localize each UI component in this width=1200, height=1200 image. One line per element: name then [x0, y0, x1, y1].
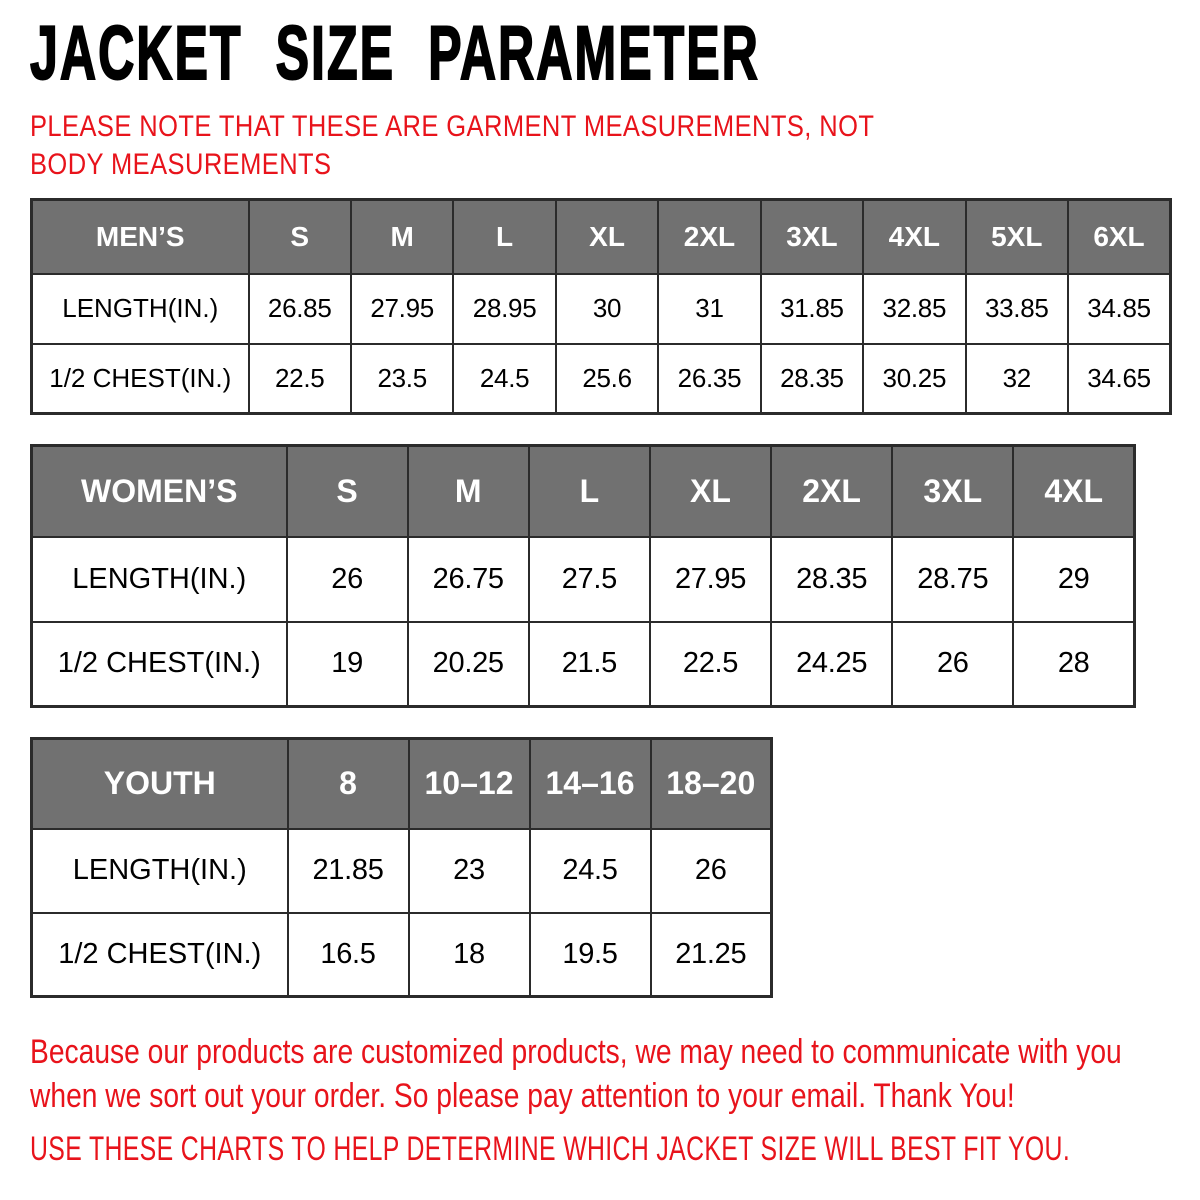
youth-length-row: LENGTH(IN.) 21.85 23 24.5 26	[30, 827, 773, 914]
mens-chest-value: 26.35	[657, 342, 762, 415]
mens-chest-label: 1/2 CHEST(IN.)	[30, 342, 250, 415]
mens-size-header: 6XL	[1067, 198, 1172, 275]
mens-length-value: 30	[554, 272, 660, 345]
mens-size-header: M	[349, 198, 455, 275]
mens-size-header: 2XL	[657, 198, 762, 275]
mens-length-value: 27.95	[349, 272, 455, 345]
youth-size-header: 10–12	[407, 737, 531, 830]
youth-chest-value: 19.5	[528, 911, 652, 998]
youth-chest-value: 21.25	[649, 911, 773, 998]
youth-chest-label: 1/2 CHEST(IN.)	[30, 911, 289, 998]
womens-size-header: L	[527, 444, 651, 538]
mens-length-value: 31	[657, 272, 762, 345]
mens-chest-value: 34.65	[1067, 342, 1172, 415]
youth-chest-row: 1/2 CHEST(IN.) 16.5 18 19.5 21.25	[30, 911, 773, 998]
womens-size-header: 2XL	[770, 444, 894, 538]
womens-length-label: LENGTH(IN.)	[30, 535, 288, 623]
youth-length-value: 23	[407, 827, 531, 914]
youth-length-value: 26	[649, 827, 773, 914]
mens-length-value: 26.85	[247, 272, 352, 345]
mens-size-table: MEN’S S M L XL 2XL 3XL 4XL 5XL 6XL LENGT…	[30, 198, 1172, 415]
mens-length-value: 28.95	[452, 272, 557, 345]
youth-chest-value: 18	[407, 911, 531, 998]
mens-size-header: S	[247, 198, 352, 275]
womens-chest-value: 26	[891, 620, 1015, 708]
youth-length-value: 21.85	[286, 827, 410, 914]
mens-chest-value: 30.25	[862, 342, 967, 415]
chart-usage-advice: USE THESE CHARTS TO HELP DETERMINE WHICH…	[30, 1130, 1071, 1168]
mens-chest-value: 24.5	[452, 342, 557, 415]
womens-chest-row: 1/2 CHEST(IN.) 19 20.25 21.5 22.5 24.25 …	[30, 620, 1136, 708]
youth-size-header: 8	[286, 737, 410, 830]
womens-chest-label: 1/2 CHEST(IN.)	[30, 620, 288, 708]
womens-length-value: 28.35	[770, 535, 894, 623]
womens-chest-value: 24.25	[770, 620, 894, 708]
mens-length-value: 32.85	[862, 272, 967, 345]
womens-chest-value: 21.5	[527, 620, 651, 708]
womens-header-row: WOMEN’S S M L XL 2XL 3XL 4XL	[30, 444, 1136, 538]
mens-length-value: 31.85	[759, 272, 865, 345]
mens-length-label: LENGTH(IN.)	[30, 272, 250, 345]
mens-length-value: 34.85	[1067, 272, 1172, 345]
womens-length-value: 27.95	[648, 535, 773, 623]
womens-length-value: 28.75	[891, 535, 1015, 623]
youth-size-header: 18–20	[649, 737, 773, 830]
mens-chest-value: 23.5	[349, 342, 455, 415]
mens-chest-row: 1/2 CHEST(IN.) 22.5 23.5 24.5 25.6 26.35…	[30, 342, 1172, 415]
mens-chest-value: 22.5	[247, 342, 352, 415]
youth-table-title: YOUTH	[30, 737, 289, 830]
youth-size-header: 14–16	[528, 737, 652, 830]
mens-chest-value: 32	[964, 342, 1070, 415]
mens-size-header: L	[452, 198, 557, 275]
womens-size-header: S	[285, 444, 409, 538]
mens-chest-value: 28.35	[759, 342, 865, 415]
womens-length-value: 27.5	[527, 535, 651, 623]
womens-chest-value: 22.5	[648, 620, 773, 708]
mens-size-header: XL	[554, 198, 660, 275]
womens-size-header: 4XL	[1012, 444, 1136, 538]
womens-length-row: LENGTH(IN.) 26 26.75 27.5 27.95 28.35 28…	[30, 535, 1136, 623]
youth-chest-value: 16.5	[286, 911, 410, 998]
womens-chest-value: 28	[1012, 620, 1136, 708]
womens-length-value: 26	[285, 535, 409, 623]
womens-chest-value: 19	[285, 620, 409, 708]
mens-header-row: MEN’S S M L XL 2XL 3XL 4XL 5XL 6XL	[30, 198, 1172, 275]
mens-size-header: 4XL	[862, 198, 967, 275]
youth-size-table: YOUTH 8 10–12 14–16 18–20 LENGTH(IN.) 21…	[30, 737, 773, 998]
youth-length-label: LENGTH(IN.)	[30, 827, 289, 914]
youth-header-row: YOUTH 8 10–12 14–16 18–20	[30, 737, 773, 830]
garment-measurement-note: PLEASE NOTE THAT THESE ARE GARMENT MEASU…	[30, 110, 874, 182]
womens-size-header: 3XL	[891, 444, 1015, 538]
womens-table-title: WOMEN’S	[30, 444, 288, 538]
mens-length-row: LENGTH(IN.) 26.85 27.95 28.95 30 31 31.8…	[30, 272, 1172, 345]
mens-size-header: 3XL	[759, 198, 865, 275]
mens-table-title: MEN’S	[30, 198, 250, 275]
womens-size-header: M	[406, 444, 530, 538]
womens-length-value: 26.75	[406, 535, 530, 623]
womens-size-header: XL	[648, 444, 773, 538]
womens-chest-value: 20.25	[406, 620, 530, 708]
customization-notice: Because our products are customized prod…	[30, 1033, 1122, 1116]
page-title: JACKET SIZE PARAMETER	[29, 11, 760, 96]
mens-size-header: 5XL	[964, 198, 1070, 275]
womens-size-table: WOMEN’S S M L XL 2XL 3XL 4XL LENGTH(IN.)…	[30, 444, 1136, 708]
youth-length-value: 24.5	[528, 827, 652, 914]
mens-length-value: 33.85	[964, 272, 1070, 345]
womens-length-value: 29	[1012, 535, 1136, 623]
mens-chest-value: 25.6	[554, 342, 660, 415]
